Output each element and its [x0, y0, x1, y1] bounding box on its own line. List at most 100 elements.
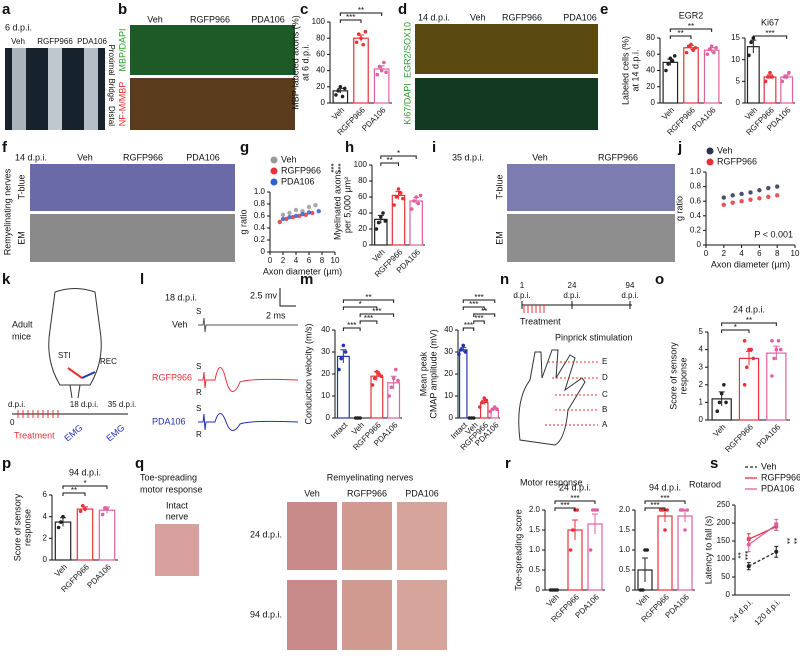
data-point — [712, 50, 716, 55]
panel-letter: i — [432, 139, 436, 156]
data-point — [766, 185, 771, 191]
data-point — [588, 548, 593, 552]
data-point — [778, 347, 783, 352]
bar — [336, 355, 350, 419]
significance-bracket — [339, 19, 362, 23]
nerve — [84, 48, 98, 130]
electrode — [81, 371, 96, 379]
label: 1 — [520, 281, 525, 290]
y-tick-label: 2.0 — [529, 505, 541, 514]
y-tick-label: 50 — [721, 572, 730, 581]
data-point — [691, 48, 695, 52]
significance-label: ** — [387, 156, 393, 165]
data-point — [370, 383, 375, 387]
y-tick-label: 0 — [261, 247, 266, 256]
label: S — [196, 307, 201, 316]
x-tick-label: Veh — [330, 106, 346, 122]
y-tick-label: 0 — [626, 585, 631, 594]
label: RGFP966 — [190, 14, 230, 24]
data-point — [770, 374, 774, 378]
label: RGFP966 — [347, 488, 387, 498]
x-tick-label: 10 — [331, 256, 340, 265]
panel-letter: r — [505, 455, 511, 472]
y-tick-label: 1 — [699, 398, 704, 407]
data-point — [398, 191, 403, 195]
y-tick-label: 0 — [449, 413, 454, 422]
significance-bracket — [752, 35, 788, 39]
significance-bracket — [669, 35, 692, 39]
data-point — [571, 528, 575, 532]
data-point — [730, 193, 735, 198]
data-point — [739, 199, 744, 204]
zone-lines — [545, 361, 598, 426]
y-tick-label: 0 — [697, 240, 702, 249]
micrograph — [415, 24, 598, 74]
y-axis-label: Labeled cells (%) — [620, 36, 630, 105]
x-axis-label: Axon diameter (µm) — [263, 266, 342, 276]
y-tick-label: 2 — [699, 380, 704, 389]
significance-label: *** — [740, 551, 749, 560]
label: Veh — [77, 152, 93, 162]
label: Veh — [147, 14, 163, 24]
data-point — [749, 347, 753, 352]
chart-title: 24 d.p.i. — [733, 304, 765, 314]
y-tick-label: 100 — [312, 17, 326, 26]
label: RGFP966 — [37, 37, 73, 46]
data-point — [359, 36, 363, 40]
data-point — [293, 213, 299, 219]
data-point — [664, 68, 668, 73]
data-point — [707, 47, 712, 52]
y-axis-label: Score of sensory — [12, 493, 22, 561]
error-bar — [642, 557, 648, 582]
label: PDA106 — [77, 37, 107, 46]
annotation: P < 0.001 — [754, 229, 793, 239]
data-point — [361, 42, 366, 47]
data-point — [459, 348, 463, 352]
data-point — [709, 44, 714, 48]
x-tick-label: 120 d.p.i. — [753, 598, 783, 628]
legend-label: PDA106 — [761, 483, 795, 493]
micrograph — [30, 164, 235, 211]
label: S — [196, 404, 201, 413]
legend-label: RGFP966 — [761, 472, 800, 482]
data-point — [457, 352, 461, 357]
legend-label: RGFP966 — [281, 165, 321, 175]
significance-bracket — [359, 313, 395, 317]
data-point — [377, 64, 382, 69]
label: d.p.i. — [621, 291, 638, 300]
y-tick-label: 2.0 — [619, 505, 631, 514]
significance-bracket — [62, 492, 86, 496]
data-point — [375, 370, 379, 374]
label: 6 d.p.i. — [5, 22, 32, 32]
y-tick-label: 200 — [717, 518, 731, 527]
y-tick-label: 0.5 — [529, 565, 541, 574]
significance-bracket — [342, 327, 361, 331]
x-tick-label: 4 — [739, 249, 744, 258]
data-point — [705, 52, 710, 57]
data-point — [387, 394, 392, 398]
data-point — [492, 405, 497, 409]
y-axis-label: response — [22, 509, 32, 546]
significance-label: ** — [746, 316, 752, 325]
bar — [353, 37, 369, 104]
photo — [287, 502, 337, 570]
y-tick-label: 40 — [646, 66, 655, 75]
significance-label: *** — [372, 307, 381, 316]
data-point — [277, 219, 282, 225]
data-point — [392, 203, 396, 207]
significance-bracket — [554, 507, 576, 511]
data-point — [471, 416, 476, 420]
label: Veh — [11, 37, 25, 46]
y-tick-label: 100 — [717, 554, 731, 563]
x-tick-label: Veh — [545, 593, 561, 609]
label: mice — [12, 331, 31, 341]
data-point — [575, 508, 579, 512]
data-point — [775, 184, 780, 189]
data-point — [339, 356, 343, 361]
y-tick-label: 20 — [444, 369, 453, 378]
y-axis-label: Latency to fall (s) — [703, 516, 713, 585]
x-tick-label: 0 — [268, 256, 273, 265]
micrograph — [130, 25, 295, 75]
timeline — [521, 301, 632, 309]
